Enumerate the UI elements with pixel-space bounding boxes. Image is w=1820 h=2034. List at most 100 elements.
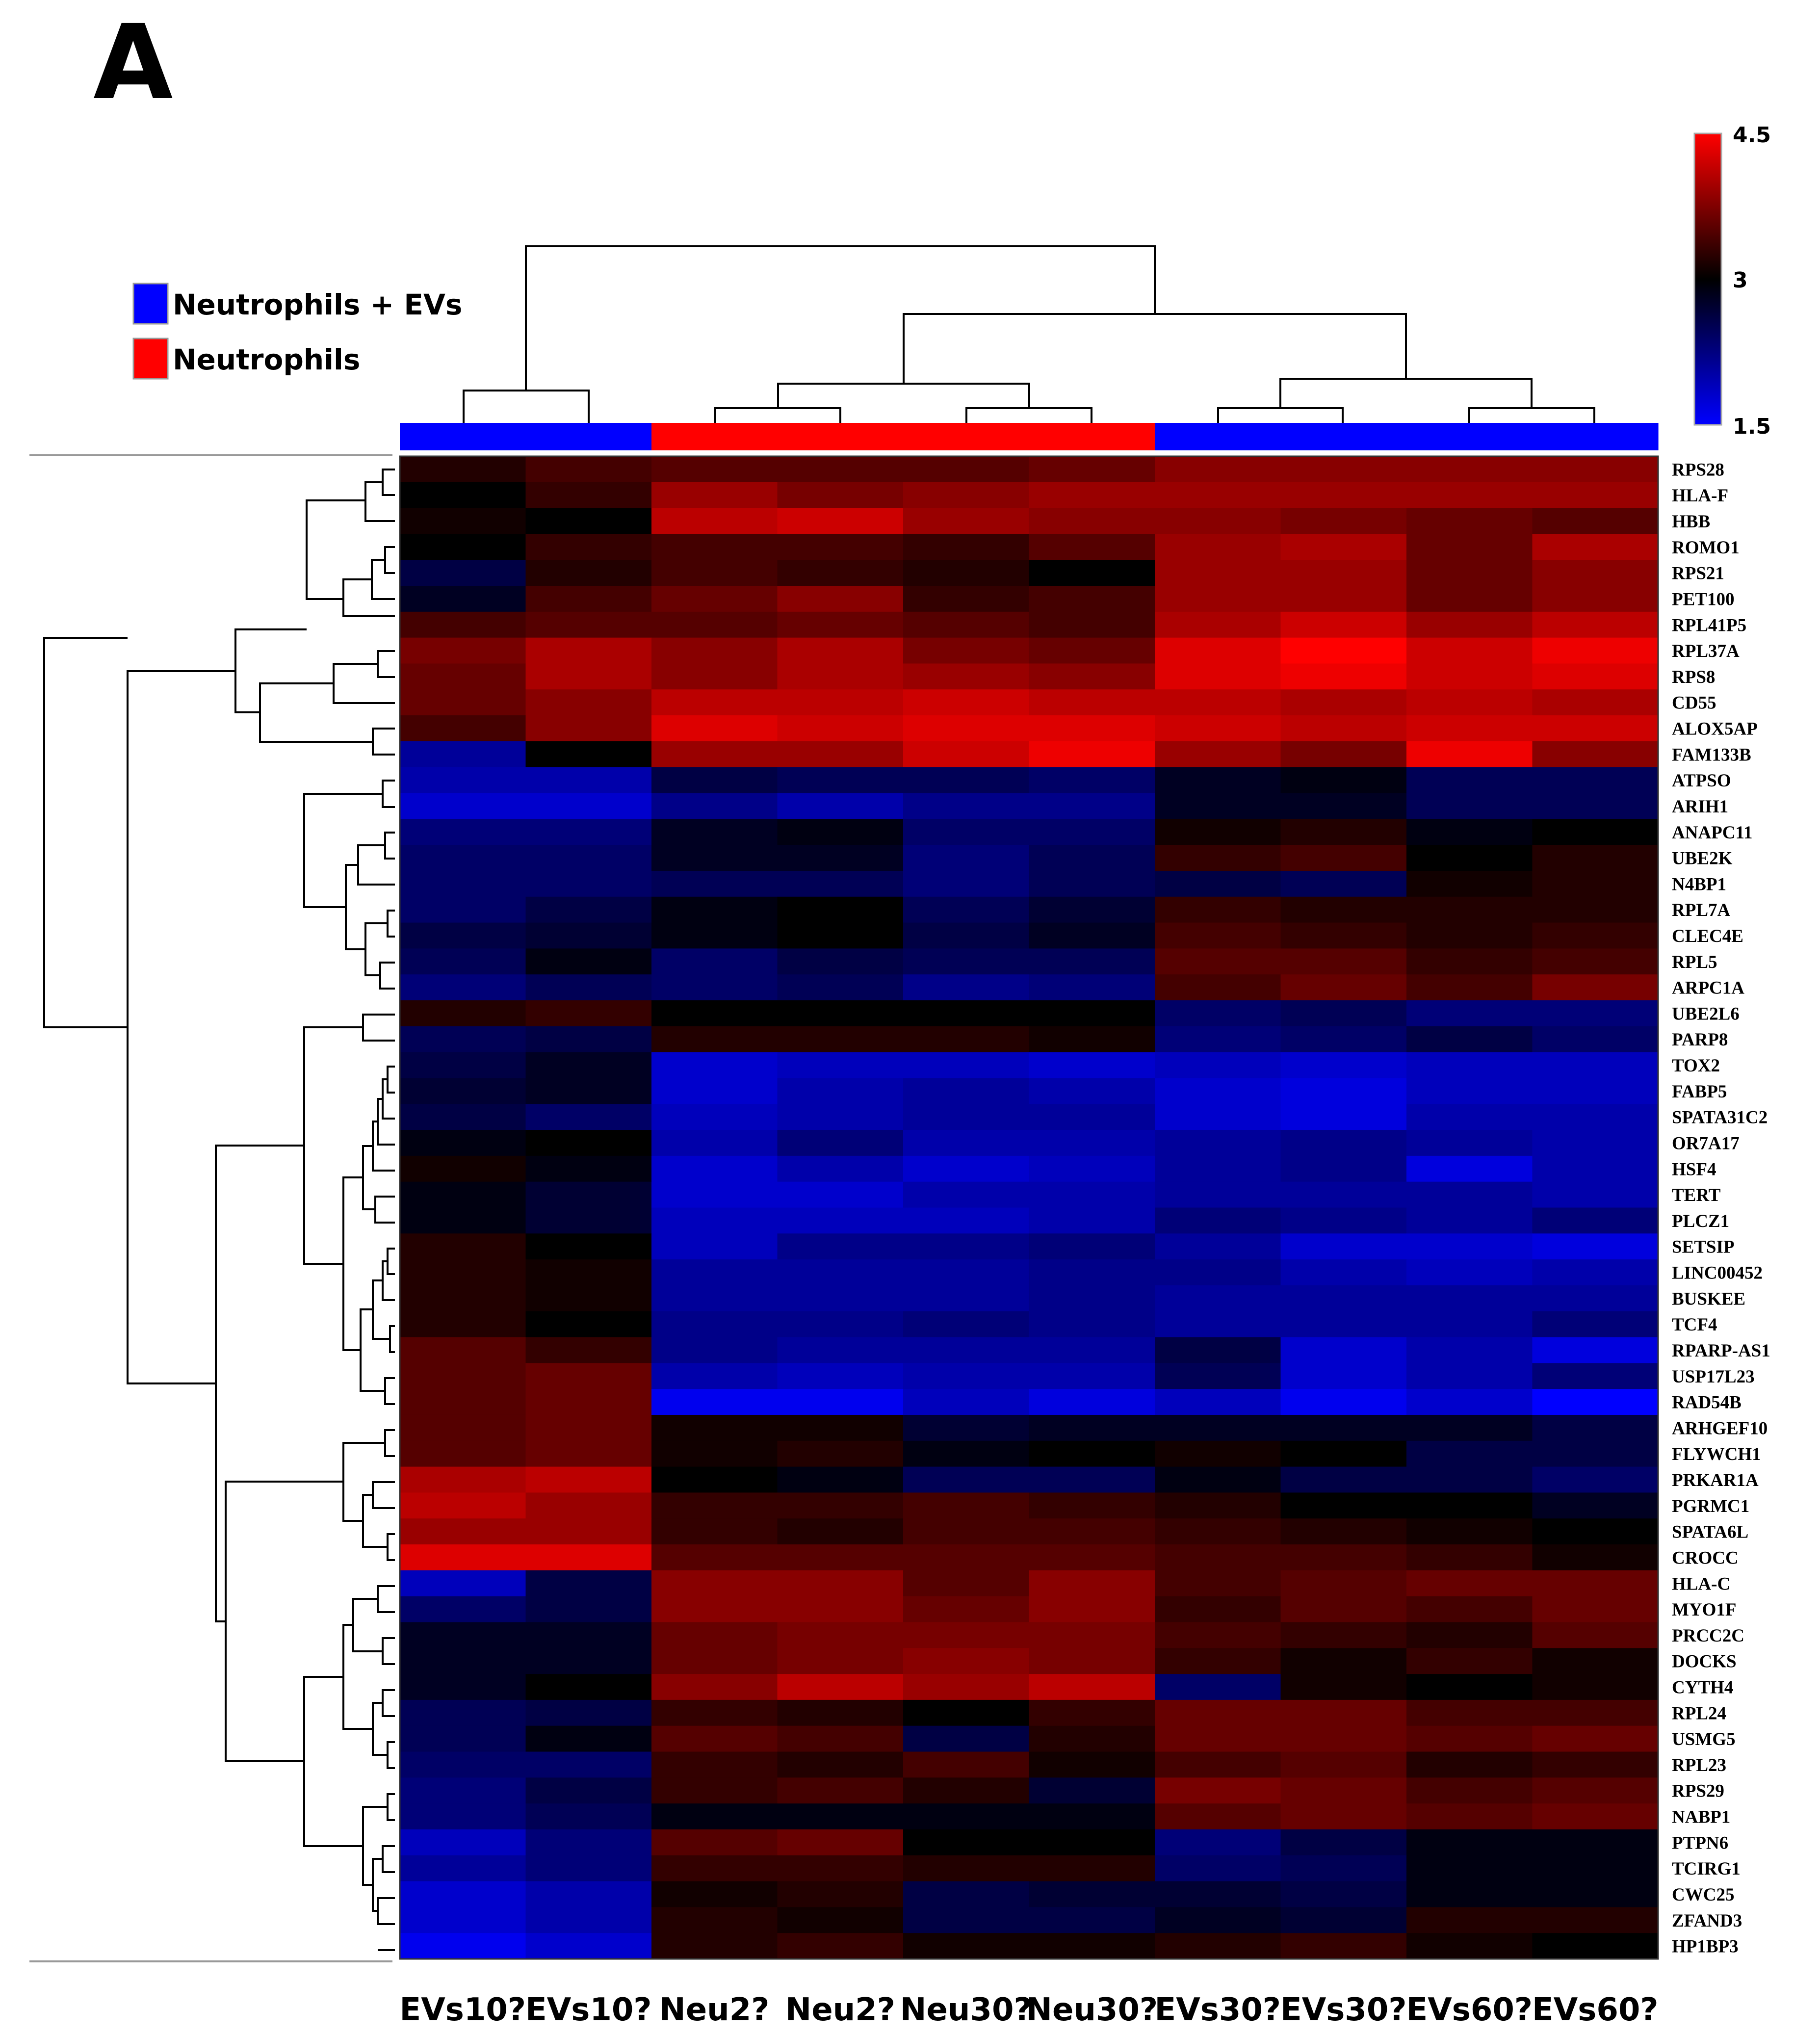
heatmap-cell-rpl37a-col6: [1029, 637, 1155, 664]
heatmap-cell-cwc25-col1: [400, 1881, 526, 1907]
heatmap-cell-buskee-col3: [651, 1285, 778, 1312]
heatmap-cell-rpl7a-col1: [400, 896, 526, 923]
heatmap-cell-arpc1a-col10: [1532, 974, 1659, 1001]
heatmap-cell-hla-c-col3: [651, 1570, 778, 1597]
heatmap-cell-prcc2c-col5: [903, 1622, 1030, 1648]
heatmap-cell-rpl37a-col7: [1155, 637, 1281, 664]
heatmap-cell-parp8-col7: [1155, 1026, 1281, 1053]
heatmap-cell-ube2k-col6: [1029, 845, 1155, 871]
sample-label-col5: Neu30?: [900, 1992, 1032, 2028]
heatmap-cell-rpl37a-col3: [651, 637, 778, 664]
heatmap-cell-romo1-col1: [400, 534, 526, 560]
heatmap-cell-hp1bp3-col6: [1029, 1933, 1155, 1959]
heatmap-cell-rpl7a-col9: [1406, 896, 1533, 923]
heatmap-cell-prcc2c-col2: [525, 1622, 652, 1648]
gene-label-cd55: CD55: [1672, 693, 1716, 713]
heatmap-cell-hp1bp3-col2: [525, 1933, 652, 1959]
heatmap-cell-rpl5-col2: [525, 948, 652, 975]
heatmap-cell-rps21-col10: [1532, 560, 1659, 586]
heatmap-cell-nabp1-col1: [400, 1803, 526, 1830]
heatmap-cell-cwc25-col9: [1406, 1881, 1533, 1907]
gene-label-rad54b: RAD54B: [1672, 1393, 1742, 1413]
gene-label-pet100: PET100: [1672, 589, 1734, 609]
heatmap-cell-rparp-as1-col2: [525, 1337, 652, 1363]
heatmap-cell-arhgef10-col9: [1406, 1414, 1533, 1441]
heatmap-cell-ube2k-col7: [1155, 845, 1281, 871]
heatmap-cell-tcirg1-col9: [1406, 1855, 1533, 1882]
heatmap-cell-ube2k-col10: [1532, 845, 1659, 871]
heatmap-cell-pgrmc1-col2: [525, 1492, 652, 1519]
heatmap-cell-atpso-col5: [903, 767, 1030, 794]
heatmap-cell-ptpn6-col9: [1406, 1829, 1533, 1856]
heatmap-cell-fabp5-col9: [1406, 1078, 1533, 1104]
gene-label-spata31c2: SPATA31C2: [1672, 1108, 1768, 1128]
panel-label: A: [93, 2, 173, 123]
heatmap-cell-rpl41p5-col5: [903, 611, 1030, 638]
heatmap-cell-linc00452-col1: [400, 1259, 526, 1286]
heatmap-cell-nabp1-col3: [651, 1803, 778, 1830]
heatmap-cell-hp1bp3-col3: [651, 1933, 778, 1959]
heatmap-cell-arpc1a-col5: [903, 974, 1030, 1001]
heatmap-cell-rps29-col3: [651, 1777, 778, 1804]
gene-label-romo1: ROMO1: [1672, 538, 1740, 558]
heatmap-cell-spata31c2-col6: [1029, 1104, 1155, 1130]
gene-label-n4bp1: N4BP1: [1672, 874, 1726, 894]
heatmap-cell-linc00452-col9: [1406, 1259, 1533, 1286]
heatmap-cell-hla-f-col4: [777, 482, 904, 509]
heatmap-cell-alox5ap-col10: [1532, 715, 1659, 742]
heatmap-cell-tcirg1-col10: [1532, 1855, 1659, 1882]
heatmap-cell-rpl37a-col2: [525, 637, 652, 664]
heatmap-cell-usp17l23-col8: [1280, 1363, 1407, 1389]
row-dendrogram: [43, 469, 395, 1951]
heatmap-cell-spata31c2-col9: [1406, 1104, 1533, 1130]
heatmap-cell-cyth4-col5: [903, 1674, 1030, 1700]
gene-label-arih1: ARIH1: [1672, 797, 1728, 817]
heatmap-cell-rparp-as1-col7: [1155, 1337, 1281, 1363]
heatmap-cell-alox5ap-col8: [1280, 715, 1407, 742]
heatmap-cell-pgrmc1-col7: [1155, 1492, 1281, 1519]
heatmap-cell-rps21-col2: [525, 560, 652, 586]
heatmap-cell-tcf4-col9: [1406, 1311, 1533, 1338]
heatmap-cell-hla-f-col6: [1029, 482, 1155, 509]
heatmap-cell-hbb-col9: [1406, 508, 1533, 535]
heatmap-cell-myo1f-col8: [1280, 1596, 1407, 1623]
heatmap-cell-rpl41p5-col10: [1532, 611, 1659, 638]
heatmap-cell-rps28-col10: [1532, 456, 1659, 483]
heatmap-cell-rpl24-col6: [1029, 1699, 1155, 1726]
group-bar-cell-col6: [1029, 423, 1155, 450]
gene-label-cwc25: CWC25: [1672, 1885, 1734, 1905]
heatmap-cell-cwc25-col4: [777, 1881, 904, 1907]
heatmap-cell-rps8-col2: [525, 663, 652, 690]
sample-label-col10: EVs60?: [1532, 1992, 1659, 2028]
gene-label-fabp5: FABP5: [1672, 1082, 1727, 1102]
heatmap-cell-ptpn6-col2: [525, 1829, 652, 1856]
heatmap-cell-flywch1-col2: [525, 1440, 652, 1467]
heatmap-cell-zfand3-col2: [525, 1907, 652, 1933]
heatmap-cell-rps28-col8: [1280, 456, 1407, 483]
gene-label-ube2l6: UBE2L6: [1672, 1004, 1740, 1024]
heatmap-cell-rpl23-col6: [1029, 1751, 1155, 1778]
heatmap-cell-pgrmc1-col6: [1029, 1492, 1155, 1519]
heatmap-cell-rad54b-col2: [525, 1389, 652, 1415]
heatmap-cell-docks-col10: [1532, 1648, 1659, 1674]
heatmap-cell-arhgef10-col8: [1280, 1414, 1407, 1441]
heatmap-cell-parp8-col6: [1029, 1026, 1155, 1053]
heatmap-cell-rparp-as1-col5: [903, 1337, 1030, 1363]
heatmap-cell-zfand3-col3: [651, 1907, 778, 1933]
heatmap-cell-myo1f-col7: [1155, 1596, 1281, 1623]
column-dendrogram: [463, 245, 1595, 424]
gene-label-tcf4: TCF4: [1672, 1315, 1717, 1335]
heatmap-cell-n4bp1-col6: [1029, 870, 1155, 897]
heatmap-cell-pet100-col9: [1406, 586, 1533, 612]
heatmap-cell-tcirg1-col5: [903, 1855, 1030, 1882]
legend-label-neutrophils-evs: Neutrophils + EVs: [173, 288, 462, 321]
heatmap-cell-hbb-col4: [777, 508, 904, 535]
heatmap-cell-atpso-col3: [651, 767, 778, 794]
heatmap-cell-tox2-col3: [651, 1052, 778, 1079]
gene-label-rpl24: RPL24: [1672, 1703, 1726, 1723]
heatmap-cell-prcc2c-col7: [1155, 1622, 1281, 1648]
heatmap-cell-arhgef10-col6: [1029, 1414, 1155, 1441]
heatmap-cell-nabp1-col10: [1532, 1803, 1659, 1830]
heatmap-cell-prcc2c-col9: [1406, 1622, 1533, 1648]
gene-label-flywch1: FLYWCH1: [1672, 1444, 1761, 1464]
